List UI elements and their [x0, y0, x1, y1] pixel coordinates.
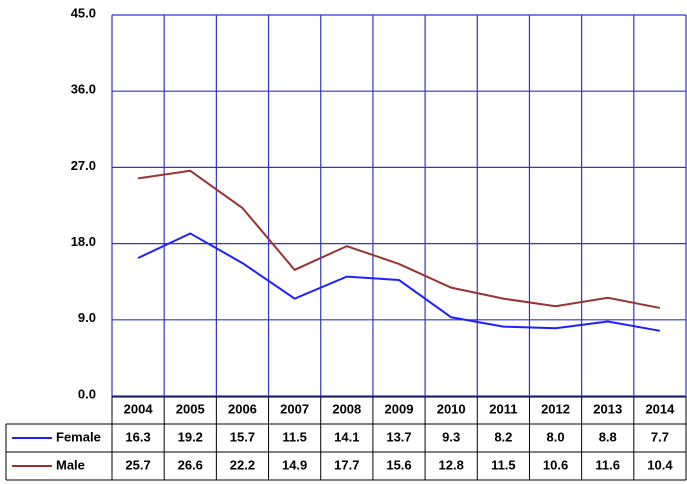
x-tick-label: 2011 [489, 401, 517, 416]
table-value: 26.6 [178, 457, 203, 472]
table-value: 15.7 [230, 429, 255, 444]
table-value: 11.6 [595, 457, 620, 472]
y-tick-label: 9.0 [78, 310, 96, 325]
table-value: 11.5 [282, 429, 307, 444]
y-tick-label: 36.0 [71, 82, 96, 97]
table-value: 10.4 [647, 457, 673, 472]
x-tick-label: 2004 [124, 401, 154, 416]
table-value: 14.1 [334, 429, 359, 444]
table-value: 11.5 [491, 457, 516, 472]
x-tick-label: 2012 [541, 401, 570, 416]
x-tick-label: 2010 [437, 401, 466, 416]
table-value: 16.3 [125, 429, 150, 444]
x-tick-label: 2007 [280, 401, 309, 416]
table-value: 8.8 [599, 429, 617, 444]
legend-label: Female [56, 429, 101, 444]
y-tick-label: 18.0 [71, 234, 96, 249]
x-tick-label: 2005 [176, 401, 205, 416]
table-value: 15.6 [386, 457, 411, 472]
table-value: 7.7 [651, 429, 669, 444]
x-tick-label: 2013 [593, 401, 622, 416]
table-value: 8.2 [494, 429, 512, 444]
table-value: 14.9 [282, 457, 307, 472]
table-value: 17.7 [334, 457, 359, 472]
x-tick-label: 2014 [645, 401, 675, 416]
y-tick-label: 0.0 [78, 386, 96, 401]
x-tick-label: 2008 [332, 401, 361, 416]
y-tick-label: 27.0 [71, 158, 96, 173]
legend-label: Male [56, 457, 85, 472]
table-value: 10.6 [543, 457, 568, 472]
series-line [137, 232, 661, 332]
y-tick-label: 45.0 [71, 5, 96, 20]
table-value: 25.7 [125, 457, 150, 472]
table-value: 19.2 [178, 429, 203, 444]
x-tick-label: 2006 [228, 401, 257, 416]
table-value: 12.8 [439, 457, 464, 472]
table-value: 8.0 [547, 429, 565, 444]
table-value: 9.3 [442, 429, 460, 444]
table-value: 13.7 [386, 429, 411, 444]
x-tick-label: 2009 [385, 401, 414, 416]
series-line [137, 169, 661, 309]
table-value: 22.2 [230, 457, 255, 472]
